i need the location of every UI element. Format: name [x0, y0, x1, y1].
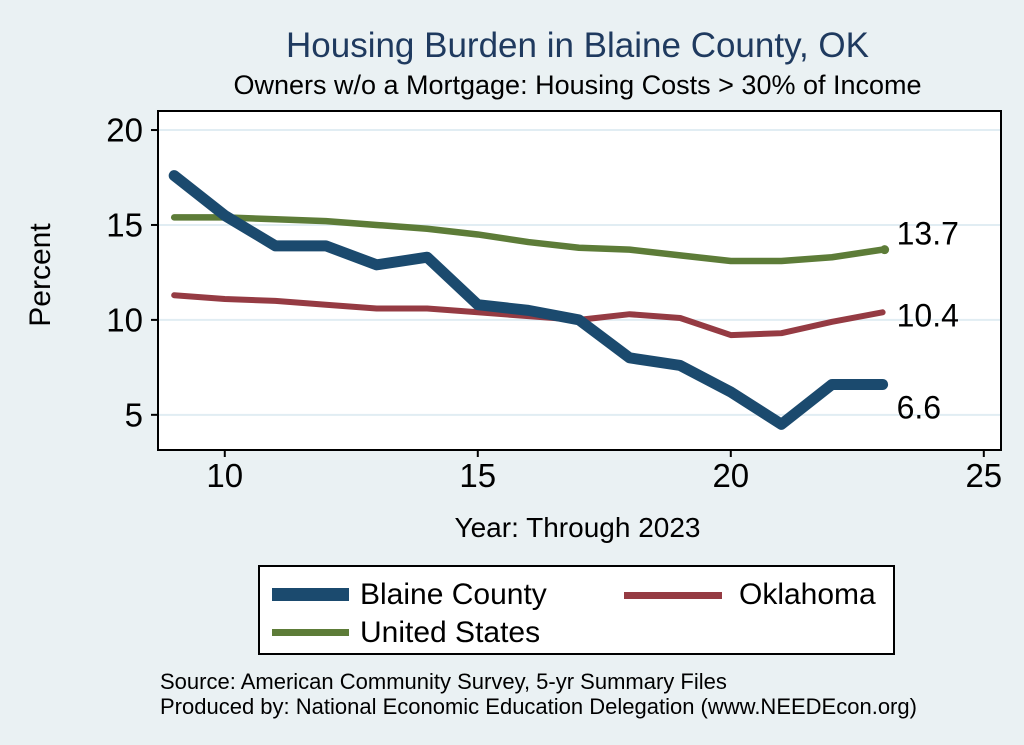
footer-source: Source: American Community Survey, 5-yr …: [160, 669, 727, 694]
chart-legend: Blaine County Oklahoma United States: [258, 565, 895, 655]
y-tick-label-10: 10: [106, 301, 143, 338]
chart-title: Housing Burden in Blaine County, OK: [285, 26, 870, 65]
footer-produced-by: Produced by: National Economic Education…: [160, 694, 917, 719]
x-axis-caption: Year: Through 2023: [454, 512, 701, 543]
y-tick-label-20: 20: [106, 112, 143, 149]
legend-label-united-states: United States: [360, 616, 541, 649]
legend-swatch-blaine-county: [272, 588, 349, 601]
chart-footer: Source: American Community Survey, 5-yr …: [160, 669, 917, 719]
y-tick-label-5: 5: [125, 396, 143, 433]
series-line-blaine-county: [168, 170, 889, 430]
series-end-label-blaine-county: 6.6: [897, 389, 941, 425]
x-tick-label-20: 20: [712, 457, 749, 494]
chart-subtitle: Owners w/o a Mortgage: Housing Costs > 3…: [233, 70, 922, 100]
plot-area: 5 10 15 20 10 15 20 25 13.7 10.4 6.6: [106, 110, 1002, 494]
series-end-dot-united-states: [880, 245, 890, 255]
x-tick-label-25: 25: [965, 457, 1002, 494]
legend-swatch-united-states: [272, 629, 349, 636]
legend-label-oklahoma: Oklahoma: [739, 578, 876, 611]
series-line-united-states: [170, 214, 886, 265]
chart-svg: 5 10 15 20 10 15 20 25 13.7 10.4 6.6: [106, 112, 1002, 494]
series-end-label-united-states: 13.7: [897, 216, 959, 252]
x-tick-label-15: 15: [459, 457, 496, 494]
x-tick-label-10: 10: [206, 457, 243, 494]
y-axis-label: Percent: [24, 223, 57, 327]
series-line-oklahoma: [171, 292, 886, 339]
legend-swatch-oklahoma: [624, 592, 722, 599]
y-tick-label-15: 15: [106, 206, 143, 243]
legend-label-blaine-county: Blaine County: [360, 578, 547, 611]
series-end-label-oklahoma: 10.4: [897, 297, 959, 333]
